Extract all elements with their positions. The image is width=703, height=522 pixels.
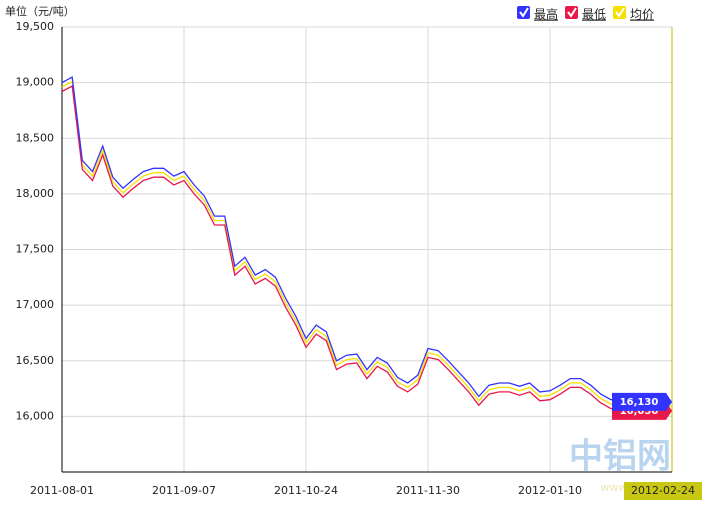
y-tick-label: 17,000 [16, 298, 55, 311]
y-tick-label: 18,000 [16, 187, 55, 200]
y-tick-label: 17,500 [16, 243, 55, 256]
line [61, 84, 672, 412]
value-label: 16,130 [620, 397, 659, 408]
value-label-box [612, 392, 672, 411]
line [61, 80, 672, 408]
x-tick-label: 2012-01-10 [518, 484, 582, 497]
legend-label[interactable]: 均价 [630, 8, 654, 22]
watermark: 中铝网 [569, 437, 671, 477]
x-tick-label: 2011-10-24 [274, 484, 338, 497]
y-tick-label: 19,000 [16, 76, 55, 89]
y-tick-label: 18,500 [16, 131, 55, 144]
y-tick-label: 16,000 [16, 409, 55, 422]
legend-label[interactable]: 最高 [534, 7, 558, 22]
unit-label: 单位（元/吨） [5, 4, 75, 18]
legend-label[interactable]: 最低 [582, 8, 606, 22]
x-tick-highlight [624, 482, 702, 500]
x-tick-label: 2011-08-01 [30, 484, 94, 497]
legend-check[interactable] [567, 7, 577, 18]
x-tick-label: 2011-11-30 [396, 484, 460, 497]
legend-check[interactable] [615, 7, 625, 18]
legend-check[interactable] [519, 7, 529, 18]
x-tick-label: 2012-02-24 [631, 484, 695, 497]
value-label: 16,050 [620, 406, 659, 417]
line [61, 76, 672, 403]
y-tick-label: 19,500 [16, 20, 55, 33]
y-tick-label: 16,500 [16, 354, 55, 367]
x-tick-label: 2011-09-07 [152, 484, 216, 497]
